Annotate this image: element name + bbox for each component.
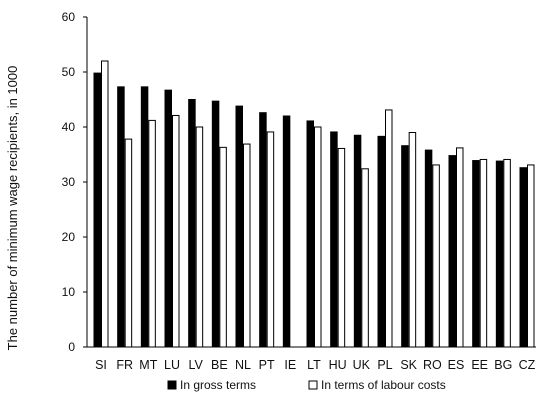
bar-labour-costs-pl bbox=[385, 109, 393, 348]
bar-labour-costs-uk bbox=[361, 168, 369, 348]
x-tick-label: IE bbox=[284, 358, 296, 372]
bar-gross-mt bbox=[140, 86, 149, 348]
bar-labour-costs-ee bbox=[479, 158, 488, 348]
bar-gross-pl bbox=[377, 135, 385, 348]
x-tick-label: UK bbox=[353, 358, 371, 372]
x-tick-label: NL bbox=[235, 358, 251, 372]
bar-labour-costs-bg bbox=[503, 158, 511, 348]
x-tick-label: HU bbox=[329, 358, 347, 372]
bar-gross-nl bbox=[235, 105, 243, 348]
bar-gross-cz bbox=[519, 167, 527, 348]
y-axis: 0 10 20 30 40 50 60 bbox=[62, 10, 536, 354]
bar-labour-costs-lu bbox=[172, 114, 180, 348]
bar-labour-costs-pt bbox=[266, 131, 275, 348]
x-tick-label: EE bbox=[471, 358, 488, 372]
bar-gross-be bbox=[211, 100, 220, 348]
bar-labour-costs-es bbox=[456, 147, 464, 348]
x-tick-label: PT bbox=[259, 358, 275, 372]
legend-swatch-gross bbox=[167, 380, 177, 390]
x-tick-label: FR bbox=[116, 358, 133, 372]
bar-gross-ee bbox=[472, 160, 480, 348]
x-tick-label: SK bbox=[400, 358, 417, 372]
bar-gross-fr bbox=[117, 86, 125, 348]
legend: In gross terms In terms of labour costs bbox=[167, 378, 446, 392]
bar-gross-bg bbox=[495, 160, 504, 348]
x-tick-label: CZ bbox=[519, 358, 536, 372]
x-tick-label: RO bbox=[423, 358, 442, 372]
y-tick-label: 10 bbox=[62, 285, 76, 299]
bar-labour-costs-mt bbox=[148, 119, 156, 348]
x-tick-label: MT bbox=[139, 358, 157, 372]
y-tick-label: 60 bbox=[62, 10, 76, 24]
x-tick-label: LU bbox=[164, 358, 180, 372]
y-axis-title: The number of minimum wage recipients, i… bbox=[5, 66, 20, 351]
bar-labour-costs-sk bbox=[408, 132, 417, 348]
bar-labour-costs-hu bbox=[337, 147, 346, 348]
bar-gross-uk bbox=[353, 134, 362, 348]
bar-labour-costs-fr bbox=[124, 138, 133, 348]
bar-labour-costs-be bbox=[219, 146, 227, 348]
x-axis-labels: SI FR MT LU LV BE NL PT IE LT HU UK PL SK RO ES EE BG CZ bbox=[95, 358, 536, 372]
y-tick-label: 0 bbox=[68, 340, 75, 354]
bar-gross-es bbox=[448, 155, 456, 348]
bar-gross-lv bbox=[188, 99, 196, 348]
bar-labour-costs-cz bbox=[527, 164, 535, 348]
x-tick-label: PL bbox=[377, 358, 392, 372]
bars bbox=[93, 60, 535, 348]
x-tick-label: LT bbox=[307, 358, 321, 372]
bar-gross-pt bbox=[259, 112, 267, 348]
bar-labour-costs-si bbox=[101, 60, 109, 348]
x-tick-label: BG bbox=[494, 358, 512, 372]
bar-labour-costs-lt bbox=[314, 126, 322, 348]
bar-gross-si bbox=[93, 72, 101, 348]
y-tick-label: 50 bbox=[62, 65, 76, 79]
bar-gross-lu bbox=[164, 89, 172, 348]
y-tick-label: 20 bbox=[62, 230, 76, 244]
bar-gross-ro bbox=[424, 149, 433, 348]
legend-label-labour-costs: In terms of labour costs bbox=[321, 378, 446, 392]
y-tick-label: 30 bbox=[62, 175, 76, 189]
y-tick-label: 40 bbox=[62, 120, 76, 134]
bar-gross-lt bbox=[306, 120, 314, 348]
x-tick-label: ES bbox=[448, 358, 465, 372]
legend-swatch-labour-costs bbox=[308, 380, 318, 390]
x-tick-label: BE bbox=[211, 358, 228, 372]
x-tick-label: LV bbox=[188, 358, 203, 372]
legend-label-gross: In gross terms bbox=[180, 378, 256, 392]
bar-gross-ie bbox=[282, 115, 291, 348]
bar-labour-costs-ro bbox=[432, 164, 440, 348]
bar-labour-costs-nl bbox=[243, 143, 251, 348]
bar-gross-sk bbox=[401, 145, 409, 348]
x-tick-label: SI bbox=[95, 358, 107, 372]
bar-gross-hu bbox=[330, 131, 338, 348]
bar-labour-costs-lv bbox=[195, 126, 204, 348]
